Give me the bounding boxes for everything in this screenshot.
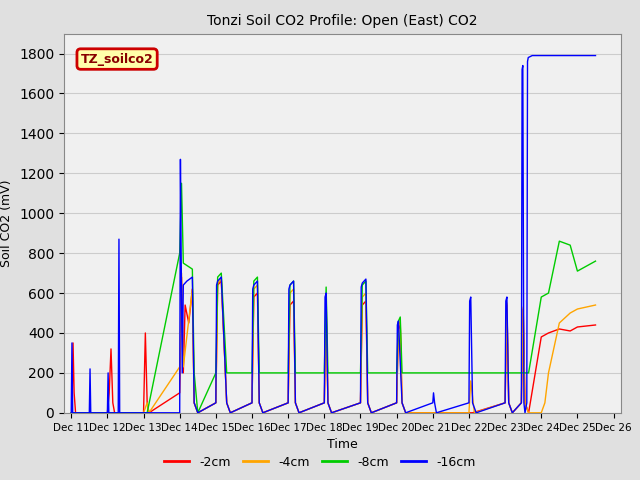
Legend: -2cm, -4cm, -8cm, -16cm: -2cm, -4cm, -8cm, -16cm [159, 451, 481, 474]
Y-axis label: Soil CO2 (mV): Soil CO2 (mV) [1, 180, 13, 267]
X-axis label: Time: Time [327, 438, 358, 451]
Text: TZ_soilco2: TZ_soilco2 [81, 53, 154, 66]
Title: Tonzi Soil CO2 Profile: Open (East) CO2: Tonzi Soil CO2 Profile: Open (East) CO2 [207, 14, 477, 28]
